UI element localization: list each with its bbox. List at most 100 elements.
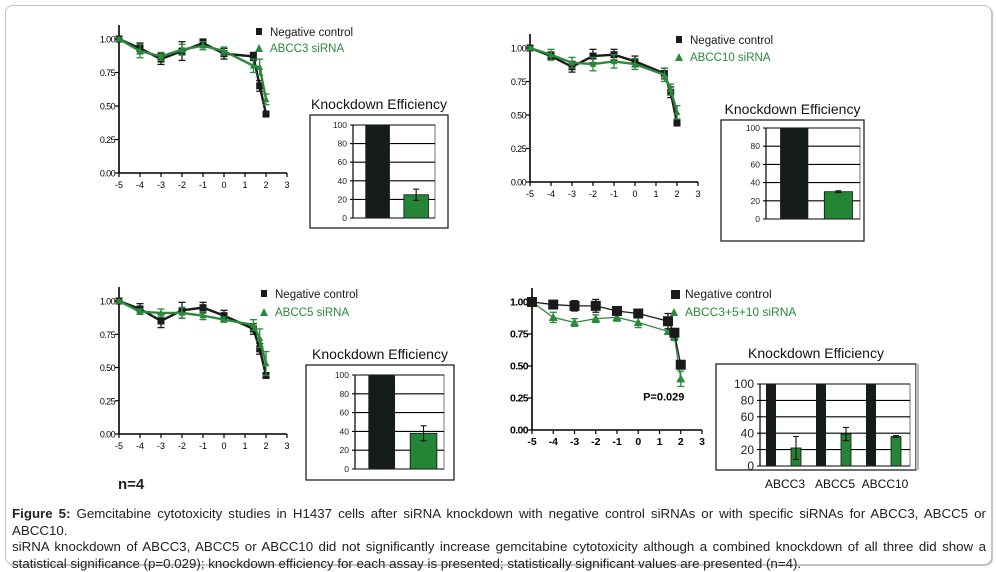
y-tick-label: 0 — [755, 214, 760, 224]
x-tick-label: 1 — [242, 441, 247, 451]
x-tick-label: -4 — [547, 189, 555, 199]
bar-control — [780, 128, 808, 219]
y-tick-label: 60 — [741, 410, 755, 424]
caption-lead: Figure 5: — [12, 506, 71, 521]
y-tick-label: 0.00 — [100, 169, 116, 179]
x-tick-label: 0 — [632, 189, 637, 199]
y-tick-label: 0.25 — [511, 144, 527, 154]
y-tick-label: 60 — [751, 159, 761, 169]
y-tick-label: 20 — [741, 443, 755, 457]
data-point-control — [158, 317, 165, 324]
y-tick-label: 100 — [746, 123, 760, 133]
x-tick-label: 0 — [635, 436, 641, 448]
data-point-control — [548, 300, 558, 310]
legend-label: ABCC3 siRNA — [270, 43, 344, 55]
y-tick-label: 1.00 — [100, 297, 116, 307]
y-tick-label: 80 — [741, 394, 755, 408]
bar-sirna — [824, 192, 852, 219]
x-tick-label: -1 — [199, 180, 207, 190]
legend-marker-sirna — [260, 308, 268, 316]
data-point-sirna — [549, 313, 558, 321]
x-tick-label: -3 — [568, 189, 576, 199]
y-tick-label: 20 — [338, 194, 348, 204]
y-tick-label: 1.00 — [510, 297, 529, 309]
x-tick-label: -4 — [136, 441, 144, 451]
y-tick-label: 0 — [344, 464, 349, 474]
x-tick-label: 3 — [699, 436, 705, 448]
legend-marker-control — [256, 28, 262, 35]
group-label: ABCC10 — [862, 477, 909, 491]
plot-area — [760, 384, 910, 466]
legend-marker-control — [261, 290, 267, 297]
y-tick-label: 0.75 — [100, 330, 116, 340]
x-tick-label: 3 — [284, 180, 289, 190]
y-tick-label: 0.50 — [100, 363, 116, 373]
legend-marker-control — [671, 290, 680, 299]
x-tick-label: -5 — [115, 441, 123, 451]
data-point-control — [591, 301, 601, 311]
y-tick-label: 0 — [342, 213, 347, 223]
caption-line-1: Gemcitabine cytotoxicity studies in H143… — [12, 506, 986, 538]
y-tick-label: 20 — [340, 445, 350, 455]
data-point-control — [263, 111, 270, 118]
data-point-control — [527, 297, 537, 307]
x-tick-label: -1 — [610, 189, 618, 199]
legend-label: Negative control — [270, 27, 353, 39]
y-tick-label: 0.75 — [510, 329, 529, 341]
caption-line-3: statistical significance (p=0.029); knoc… — [12, 556, 986, 572]
y-tick-label: 0.25 — [100, 396, 116, 406]
bar-control — [866, 384, 876, 466]
x-tick-label: -5 — [115, 180, 123, 190]
y-tick-label: 60 — [340, 408, 350, 418]
x-tick-label: 2 — [263, 441, 268, 451]
p-value-annotation: P=0.029 — [643, 392, 684, 404]
series-line-control — [532, 302, 681, 365]
y-tick-label: 80 — [338, 139, 348, 149]
legend-label: Negative control — [685, 287, 772, 301]
x-tick-label: -3 — [157, 180, 165, 190]
y-tick-label: 100 — [335, 370, 349, 380]
data-point-sirna — [676, 374, 685, 382]
x-tick-label: 1 — [657, 436, 663, 448]
x-tick-label: 2 — [678, 436, 684, 448]
y-tick-label: 80 — [340, 389, 350, 399]
y-tick-label: 0.50 — [511, 111, 527, 121]
x-tick-label: -2 — [591, 436, 600, 448]
bar-sirna — [891, 436, 901, 466]
data-point-control — [200, 304, 207, 311]
x-tick-label: 1 — [242, 180, 247, 190]
y-tick-label: 100 — [734, 377, 754, 391]
x-tick-label: 2 — [263, 180, 268, 190]
bar-control — [766, 384, 776, 466]
x-tick-label: -2 — [178, 180, 186, 190]
knockdown-title: Knockdown Efficiency — [312, 346, 448, 362]
legend-marker-control — [676, 36, 682, 43]
y-tick-label: 0 — [747, 459, 754, 473]
knockdown-title: Knockdown Efficiency — [725, 101, 861, 117]
y-tick-label: 0.00 — [100, 430, 116, 440]
data-point-control — [612, 306, 622, 316]
y-tick-label: 40 — [338, 176, 348, 186]
y-tick-label: 0.50 — [100, 102, 116, 112]
x-tick-label: -1 — [199, 441, 207, 451]
knockdown-title: Knockdown Efficiency — [311, 96, 447, 112]
x-tick-label: -1 — [612, 436, 621, 448]
y-tick-label: 0.25 — [100, 135, 116, 145]
x-tick-label: -4 — [136, 180, 144, 190]
x-tick-label: -5 — [526, 189, 534, 199]
y-tick-label: 0.00 — [510, 425, 529, 437]
series-line-sirna — [532, 302, 681, 379]
legend-label: Negative control — [690, 35, 773, 47]
y-tick-label: 20 — [751, 196, 761, 206]
y-tick-label: 1.00 — [100, 35, 116, 45]
x-tick-label: -3 — [157, 441, 165, 451]
caption-line-2: siRNA knockdown of ABCC3, ABCC5 or ABCC1… — [12, 539, 986, 556]
x-tick-label: -2 — [589, 189, 597, 199]
x-tick-label: -3 — [570, 436, 579, 448]
y-tick-label: 60 — [338, 157, 348, 167]
